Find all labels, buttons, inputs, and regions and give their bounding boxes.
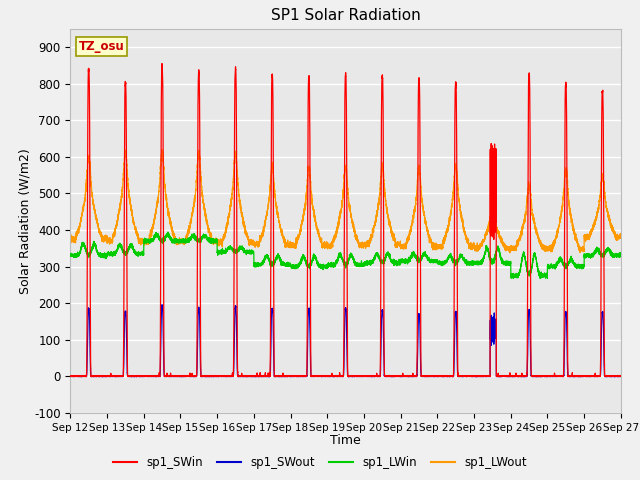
Legend: sp1_SWin, sp1_SWout, sp1_LWin, sp1_LWout: sp1_SWin, sp1_SWout, sp1_LWin, sp1_LWout [109, 452, 531, 474]
Text: TZ_osu: TZ_osu [79, 40, 124, 53]
Title: SP1 Solar Radiation: SP1 Solar Radiation [271, 9, 420, 24]
X-axis label: Time: Time [330, 434, 361, 447]
Y-axis label: Solar Radiation (W/m2): Solar Radiation (W/m2) [19, 148, 31, 294]
